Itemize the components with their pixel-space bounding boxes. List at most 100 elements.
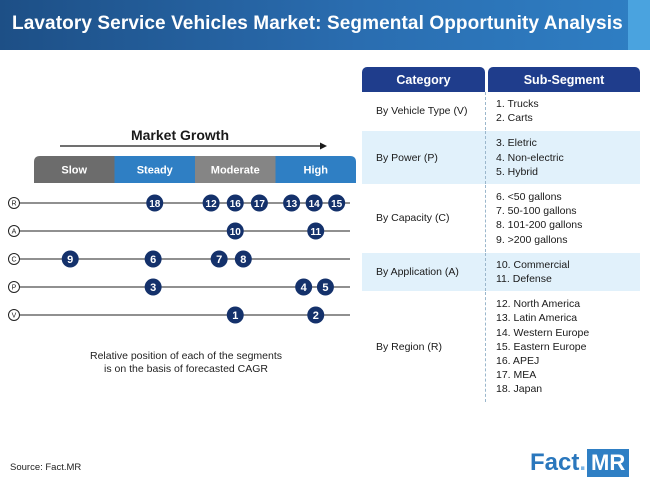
category-cell: By Capacity (C) bbox=[362, 185, 486, 252]
segment-point-label: 3 bbox=[150, 282, 156, 294]
header-category: Category bbox=[362, 67, 485, 92]
segment-point-label: 15 bbox=[331, 199, 343, 210]
sub-segment-item: 9. >200 gallons bbox=[496, 233, 568, 246]
segment-point-bubble bbox=[295, 278, 313, 296]
table-row: By Power (P) 3. Eletric 4. Non-electric 5. … bbox=[362, 131, 640, 186]
row-label: R bbox=[11, 201, 16, 208]
segment-point-bubble bbox=[250, 194, 268, 212]
growth-arrow-head bbox=[320, 142, 327, 150]
sub-segment-cell: 10. Commercial 11. Defense bbox=[486, 253, 640, 291]
header-sub-segment: Sub-Segment bbox=[488, 67, 640, 92]
segment-point-label: 2 bbox=[313, 310, 319, 322]
growth-category-label: High bbox=[304, 165, 329, 177]
segment-point-bubble bbox=[305, 194, 323, 212]
row-label-circle bbox=[8, 281, 20, 293]
segment-point-label: 11 bbox=[310, 227, 321, 238]
segment-point: 5 bbox=[316, 278, 334, 296]
table-body: By Vehicle Type (V) 1. Trucks 2. Carts By P… bbox=[362, 92, 640, 403]
market-growth-chart: Market Growth Slow Steady Moderate High R 18… bbox=[8, 127, 356, 324]
table-header-row: Category Sub-Segment bbox=[362, 67, 640, 92]
logo-text: Fact bbox=[530, 449, 580, 476]
sub-segment-item: 11. Defense bbox=[496, 273, 552, 286]
segment-point-bubble bbox=[226, 194, 244, 212]
segment-point-label: 17 bbox=[254, 199, 266, 210]
growth-band-moderate bbox=[195, 156, 276, 183]
sub-segment-item: 15. Eastern Europe bbox=[496, 340, 587, 353]
sub-segment-item: 8. 101-200 gallons bbox=[496, 219, 583, 232]
growth-category-label: Moderate bbox=[211, 165, 260, 177]
header-accent-strip bbox=[628, 0, 650, 50]
segment-point-label: 18 bbox=[149, 199, 161, 210]
segment-point: 6 bbox=[144, 250, 162, 268]
segment-point-bubble bbox=[226, 222, 244, 240]
growth-category-label: Steady bbox=[137, 165, 174, 177]
segment-point: 12 bbox=[202, 194, 220, 212]
row-label-circle bbox=[8, 309, 20, 321]
segment-point-bubble bbox=[283, 194, 301, 212]
chart-title: Market Growth bbox=[131, 127, 229, 143]
segment-point-bubble bbox=[210, 250, 228, 268]
segment-point-label: 14 bbox=[309, 199, 321, 210]
segment-point-label: 7 bbox=[216, 254, 222, 266]
sub-segment-item: 13. Latin America bbox=[496, 312, 578, 325]
segment-point-label: 6 bbox=[150, 254, 156, 266]
segment-point-bubble bbox=[234, 250, 252, 268]
table-row: By Application (A) 10. Commercial 11. Defe… bbox=[362, 252, 640, 293]
sub-segment-item: 1. Trucks bbox=[496, 98, 539, 110]
sub-segment-item: 18. Japan bbox=[496, 383, 543, 396]
sub-segment-item: 16. APEJ bbox=[496, 355, 540, 368]
segment-point: 14 bbox=[305, 194, 323, 212]
sub-segment-cell: 12. North America 13. Latin America 14. We… bbox=[486, 292, 640, 401]
header-banner: Lavatory Service Vehicles Market: Segmen… bbox=[0, 0, 650, 50]
growth-band-steady bbox=[114, 156, 195, 183]
segment-point-label: 4 bbox=[301, 282, 308, 294]
segment-point: 13 bbox=[283, 194, 301, 212]
segment-point-label: 12 bbox=[206, 199, 218, 210]
segment-point-bubble bbox=[316, 278, 334, 296]
segment-point-bubble bbox=[202, 194, 220, 212]
growth-band-high bbox=[275, 156, 356, 183]
segment-point-bubble bbox=[226, 306, 244, 324]
segment-table: Category Sub-Segment By Vehicle Type (V)… bbox=[362, 67, 640, 403]
logo-dot: . bbox=[579, 449, 587, 476]
row-label: V bbox=[12, 313, 17, 320]
segment-point-label: 9 bbox=[67, 254, 73, 266]
sub-segment-cell: 6. <50 gallons 7. 50-100 gallons 8. 101-20… bbox=[486, 185, 640, 252]
segment-point: 9 bbox=[61, 250, 79, 268]
segment-point-bubble bbox=[146, 194, 164, 212]
segment-point: 11 bbox=[307, 222, 325, 240]
segment-point-bubble bbox=[307, 222, 325, 240]
category-cell: By Vehicle Type (V) bbox=[362, 92, 486, 131]
segment-point: 18 bbox=[146, 194, 164, 212]
segment-point-label: 5 bbox=[322, 282, 328, 294]
segment-point-label: 13 bbox=[286, 199, 298, 210]
logo-suffix: MR bbox=[587, 449, 630, 477]
chart-note: Relative position of each of the segment… bbox=[66, 350, 306, 376]
segment-point-label: 8 bbox=[240, 254, 246, 266]
row-label: C bbox=[11, 257, 16, 264]
sub-segment-item: 5. Hybrid bbox=[496, 165, 539, 178]
source-note: Source: Fact.MR bbox=[10, 462, 82, 473]
sub-segment-item: 14. Western Europe bbox=[496, 326, 590, 339]
chart-note-line: is on the basis of forecasted CAGR bbox=[104, 363, 268, 375]
sub-segment-item: 3. Eletric bbox=[496, 137, 537, 150]
segment-point: 17 bbox=[250, 194, 268, 212]
growth-band-slow bbox=[34, 156, 115, 183]
segment-point-bubble bbox=[328, 194, 346, 212]
sub-segment-item: 6. <50 gallons bbox=[496, 191, 562, 204]
segment-point-bubble bbox=[307, 306, 325, 324]
segment-point-bubble bbox=[144, 250, 162, 268]
sub-segment-item: 4. Non-electric bbox=[496, 151, 564, 164]
growth-category-label: Slow bbox=[61, 165, 87, 177]
table-row: By Vehicle Type (V) 1. Trucks 2. Carts bbox=[362, 92, 640, 132]
row-label: P bbox=[12, 285, 17, 292]
chart-note-line: Relative position of each of the segment… bbox=[89, 350, 283, 362]
row-label: A bbox=[12, 229, 17, 236]
segment-point-label: 10 bbox=[230, 227, 242, 238]
category-cell: By Application (A) bbox=[362, 252, 486, 292]
sub-segment-cell: 1. Trucks 2. Carts bbox=[486, 92, 640, 130]
sub-segment-item: 2. Carts bbox=[496, 112, 533, 125]
segment-point: 16 bbox=[226, 194, 244, 212]
sub-segment-item: 17. MEA bbox=[496, 369, 537, 382]
segment-point-bubble bbox=[144, 278, 162, 296]
